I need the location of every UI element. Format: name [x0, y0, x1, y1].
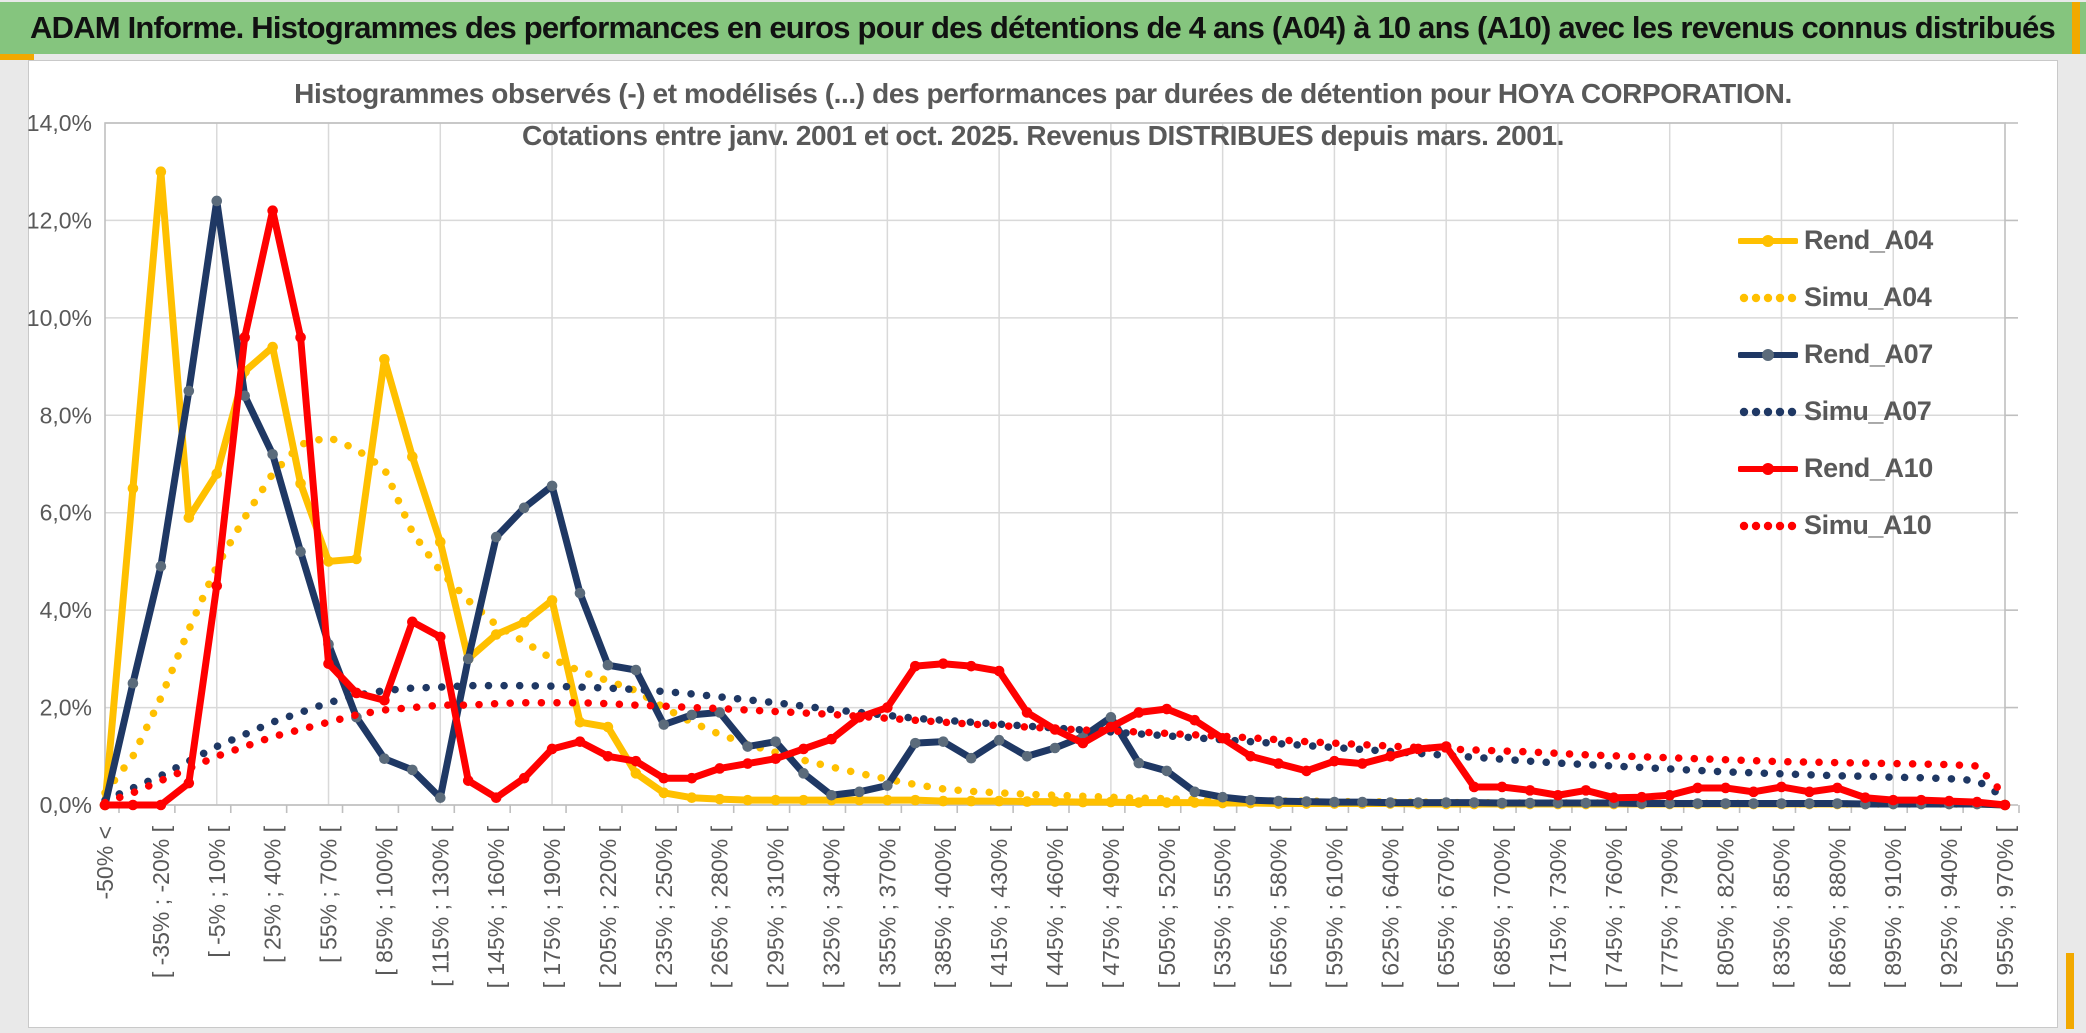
svg-text:[ 715% ; 730% [: [ 715% ; 730% [ [1545, 825, 1571, 988]
legend-solid-line-sample [1738, 348, 1798, 361]
svg-text:[ 775% ; 790% [: [ 775% ; 790% [ [1657, 825, 1683, 988]
x-axis-labels: -50% < [ -35% ; -20% [ [ -5% ; 10% [ [ 25% … [92, 825, 2018, 988]
legend-label: Simu_A04 [1804, 282, 1932, 312]
svg-text:[ 895% ; 910% [: [ 895% ; 910% [ [1880, 825, 1906, 988]
series-Simu_A10 [101, 698, 2009, 807]
svg-text:[ 565% ; 580% [: [ 565% ; 580% [ [1266, 825, 1292, 988]
svg-text:[ 535% ; 550% [: [ 535% ; 550% [ [1210, 825, 1236, 988]
page-title: ADAM Informe. Histogrammes des performan… [30, 10, 2056, 45]
legend-item-Rend_A07[interactable]: Rend_A07 [1738, 326, 1933, 383]
svg-text:[ 865% ; 880% [: [ 865% ; 880% [ [1824, 825, 1850, 988]
svg-text:[ 445% ; 460% [: [ 445% ; 460% [ [1042, 825, 1068, 988]
svg-text:[ 625% ; 640% [: [ 625% ; 640% [ [1377, 825, 1403, 988]
svg-text:10,0%: 10,0% [27, 305, 92, 331]
svg-text:[ 805% ; 820% [: [ 805% ; 820% [ [1713, 825, 1739, 988]
chart-title-line2: Cotations entre janv. 2001 et oct. 2025.… [521, 120, 1565, 151]
legend-label: Rend_A10 [1804, 453, 1933, 483]
legend-item-Rend_A04[interactable]: Rend_A04 [1738, 212, 1933, 269]
legend-label: Rend_A07 [1804, 339, 1933, 369]
svg-text:[ 175% ; 190% [: [ 175% ; 190% [ [539, 825, 565, 988]
svg-text:[ 685% ; 700% [: [ 685% ; 700% [ [1489, 825, 1515, 988]
series-Rend_A04 [99, 166, 2011, 811]
svg-text:[ 115% ; 130% [: [ 115% ; 130% [ [427, 825, 453, 986]
svg-text:[ 325% ; 340% [: [ 325% ; 340% [ [818, 825, 844, 988]
svg-text:[ 295% ; 310% [: [ 295% ; 310% [ [763, 825, 789, 988]
chart-panel [28, 60, 2058, 1028]
svg-text:[ 25% ; 40% [: [ 25% ; 40% [ [260, 825, 286, 962]
svg-text:[ 415% ; 430% [: [ 415% ; 430% [ [986, 825, 1012, 988]
svg-text:[ 745% ; 760% [: [ 745% ; 760% [ [1601, 825, 1627, 988]
svg-text:[ -35% ; -20% [: [ -35% ; -20% [ [148, 825, 174, 978]
chart-legend: Rend_A04 Simu_A04 Rend_A07 Simu_A07 Rend_A10… [1738, 212, 1933, 554]
plot-frame [104, 122, 2006, 806]
legend-solid-line-sample [1738, 234, 1798, 247]
svg-text:[ 505% ; 520% [: [ 505% ; 520% [ [1154, 825, 1180, 988]
svg-text:[ 355% ; 370% [: [ 355% ; 370% [ [874, 825, 900, 988]
legend-item-Simu_A07[interactable]: Simu_A07 [1738, 383, 1933, 440]
svg-text:-50% <: -50% < [92, 826, 118, 900]
gridlines [105, 122, 2005, 806]
legend-label: Simu_A07 [1804, 396, 1932, 426]
svg-text:[ 385% ; 400% [: [ 385% ; 400% [ [930, 825, 956, 988]
svg-text:[ 835% ; 850% [: [ 835% ; 850% [ [1768, 825, 1794, 988]
series-Rend_A10 [99, 205, 2011, 811]
svg-text:[ 145% ; 160% [: [ 145% ; 160% [ [483, 825, 509, 988]
svg-text:[ 925% ; 940% [: [ 925% ; 940% [ [1936, 825, 1962, 988]
gold-accent-right-bottom [2066, 953, 2074, 1029]
svg-text:8,0%: 8,0% [40, 402, 92, 428]
svg-text:14,0%: 14,0% [27, 110, 92, 136]
svg-text:[ 55% ; 70% [: [ 55% ; 70% [ [316, 825, 342, 962]
svg-text:[ 955% ; 970% [: [ 955% ; 970% [ [1992, 825, 2018, 988]
svg-text:12,0%: 12,0% [27, 207, 92, 233]
svg-text:[ 85% ; 100% [: [ 85% ; 100% [ [371, 825, 397, 975]
chart-title-line1: Histogrammes observés (-) et modélisés (… [294, 78, 1792, 109]
legend-item-Simu_A10[interactable]: Simu_A10 [1738, 497, 1933, 554]
svg-text:[ 205% ; 220% [: [ 205% ; 220% [ [595, 825, 621, 988]
gold-accent-right-top [2072, 2, 2080, 54]
chart-plot-area: 0,0% 2,0% 4,0% 6,0% 8,0% 10,0% 12,0% 14,0% -50% … [27, 110, 2020, 988]
legend-dotted-line-sample [1739, 293, 1797, 302]
legend-label: Rend_A04 [1804, 225, 1933, 255]
legend-dotted-line-sample [1739, 407, 1797, 416]
legend-dotted-line-sample [1739, 521, 1797, 530]
svg-text:4,0%: 4,0% [40, 597, 92, 623]
svg-text:6,0%: 6,0% [40, 500, 92, 526]
legend-solid-line-sample [1738, 462, 1798, 475]
series-Rend_A07 [99, 195, 2011, 811]
svg-text:0,0%: 0,0% [40, 792, 92, 818]
svg-text:2,0%: 2,0% [40, 695, 92, 721]
y-axis-labels: 0,0% 2,0% 4,0% 6,0% 8,0% 10,0% 12,0% 14,0% [27, 110, 92, 818]
performance-histogram-chart[interactable]: 0,0% 2,0% 4,0% 6,0% 8,0% 10,0% 12,0% 14,0% -50% … [0, 60, 2086, 1033]
legend-item-Simu_A04[interactable]: Simu_A04 [1738, 269, 1933, 326]
svg-text:[ 595% ; 610% [: [ 595% ; 610% [ [1321, 825, 1347, 988]
gold-accent-left [0, 54, 34, 60]
svg-text:[ 475% ; 490% [: [ 475% ; 490% [ [1098, 825, 1124, 988]
svg-text:[ 235% ; 250% [: [ 235% ; 250% [ [651, 825, 677, 988]
svg-text:[ 265% ; 280% [: [ 265% ; 280% [ [707, 825, 733, 988]
legend-item-Rend_A10[interactable]: Rend_A10 [1738, 440, 1933, 497]
header-bar: ADAM Informe. Histogrammes des performan… [0, 2, 2086, 54]
legend-label: Simu_A10 [1804, 510, 1932, 540]
series-Simu_A07 [101, 681, 2009, 804]
svg-text:[ -5% ; 10% [: [ -5% ; 10% [ [204, 825, 230, 957]
svg-text:[ 655% ; 670% [: [ 655% ; 670% [ [1433, 825, 1459, 988]
